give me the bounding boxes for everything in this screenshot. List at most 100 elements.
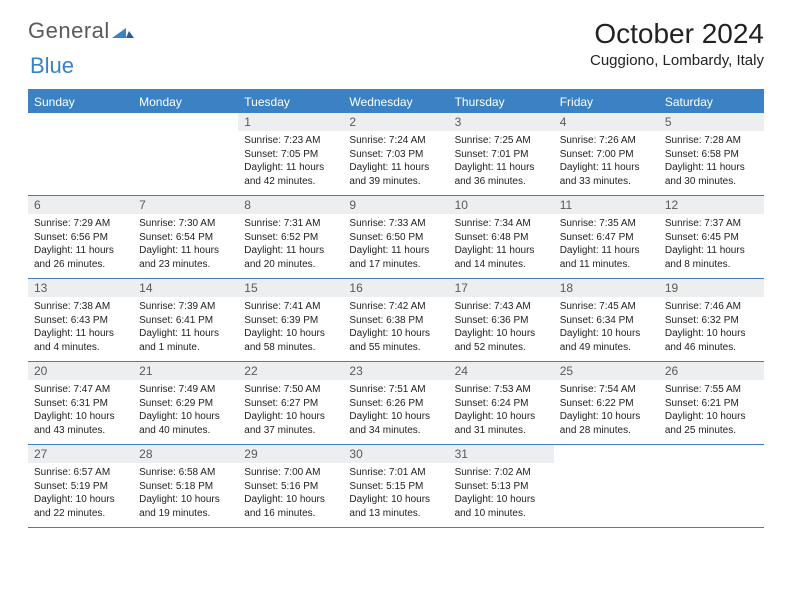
day-number: 1	[238, 113, 343, 131]
day-cell: 24Sunrise: 7:53 AMSunset: 6:24 PMDayligh…	[449, 362, 554, 444]
sunset-text: Sunset: 7:00 PM	[560, 148, 653, 162]
daylight-text: Daylight: 10 hours and 22 minutes.	[34, 493, 127, 520]
sunset-text: Sunset: 6:47 PM	[560, 231, 653, 245]
day-number: 14	[133, 279, 238, 297]
day-details: Sunrise: 7:28 AMSunset: 6:58 PMDaylight:…	[659, 131, 764, 194]
day-number: 21	[133, 362, 238, 380]
day-details: Sunrise: 7:54 AMSunset: 6:22 PMDaylight:…	[554, 380, 659, 443]
day-number	[659, 445, 764, 449]
daylight-text: Daylight: 11 hours and 42 minutes.	[244, 161, 337, 188]
sunrise-text: Sunrise: 7:51 AM	[349, 383, 442, 397]
location-label: Cuggiono, Lombardy, Italy	[590, 52, 764, 69]
sunset-text: Sunset: 6:36 PM	[455, 314, 548, 328]
sunset-text: Sunset: 6:41 PM	[139, 314, 232, 328]
daylight-text: Daylight: 11 hours and 14 minutes.	[455, 244, 548, 271]
daylight-text: Daylight: 10 hours and 19 minutes.	[139, 493, 232, 520]
day-number: 30	[343, 445, 448, 463]
day-details: Sunrise: 7:41 AMSunset: 6:39 PMDaylight:…	[238, 297, 343, 360]
sunrise-text: Sunrise: 7:54 AM	[560, 383, 653, 397]
day-number: 2	[343, 113, 448, 131]
brand-part2: Blue	[30, 53, 74, 78]
day-cell: 25Sunrise: 7:54 AMSunset: 6:22 PMDayligh…	[554, 362, 659, 444]
daylight-text: Daylight: 11 hours and 26 minutes.	[34, 244, 127, 271]
day-cell: 8Sunrise: 7:31 AMSunset: 6:52 PMDaylight…	[238, 196, 343, 278]
day-details: Sunrise: 7:25 AMSunset: 7:01 PMDaylight:…	[449, 131, 554, 194]
month-title: October 2024	[590, 18, 764, 50]
day-number: 27	[28, 445, 133, 463]
daylight-text: Daylight: 10 hours and 37 minutes.	[244, 410, 337, 437]
daylight-text: Daylight: 10 hours and 34 minutes.	[349, 410, 442, 437]
day-cell	[133, 113, 238, 195]
day-details: Sunrise: 7:38 AMSunset: 6:43 PMDaylight:…	[28, 297, 133, 360]
weekday-header: Saturday	[659, 91, 764, 113]
calendar-table: Sunday Monday Tuesday Wednesday Thursday…	[28, 89, 764, 528]
sunrise-text: Sunrise: 7:55 AM	[665, 383, 758, 397]
day-number: 8	[238, 196, 343, 214]
brand-mark-icon	[112, 18, 134, 44]
day-cell: 29Sunrise: 7:00 AMSunset: 5:16 PMDayligh…	[238, 445, 343, 527]
day-details: Sunrise: 7:53 AMSunset: 6:24 PMDaylight:…	[449, 380, 554, 443]
sunrise-text: Sunrise: 7:53 AM	[455, 383, 548, 397]
day-details: Sunrise: 7:34 AMSunset: 6:48 PMDaylight:…	[449, 214, 554, 277]
sunset-text: Sunset: 7:01 PM	[455, 148, 548, 162]
sunrise-text: Sunrise: 6:57 AM	[34, 466, 127, 480]
sunrise-text: Sunrise: 7:25 AM	[455, 134, 548, 148]
day-details: Sunrise: 7:02 AMSunset: 5:13 PMDaylight:…	[449, 463, 554, 526]
daylight-text: Daylight: 11 hours and 39 minutes.	[349, 161, 442, 188]
day-details: Sunrise: 7:50 AMSunset: 6:27 PMDaylight:…	[238, 380, 343, 443]
day-cell	[659, 445, 764, 527]
sunset-text: Sunset: 5:13 PM	[455, 480, 548, 494]
weekday-header: Sunday	[28, 91, 133, 113]
day-details: Sunrise: 7:43 AMSunset: 6:36 PMDaylight:…	[449, 297, 554, 360]
day-cell: 10Sunrise: 7:34 AMSunset: 6:48 PMDayligh…	[449, 196, 554, 278]
day-cell: 20Sunrise: 7:47 AMSunset: 6:31 PMDayligh…	[28, 362, 133, 444]
day-cell	[554, 445, 659, 527]
daylight-text: Daylight: 11 hours and 33 minutes.	[560, 161, 653, 188]
day-number: 19	[659, 279, 764, 297]
day-number: 16	[343, 279, 448, 297]
day-details: Sunrise: 7:29 AMSunset: 6:56 PMDaylight:…	[28, 214, 133, 277]
sunrise-text: Sunrise: 7:29 AM	[34, 217, 127, 231]
sunrise-text: Sunrise: 7:37 AM	[665, 217, 758, 231]
sunrise-text: Sunrise: 7:45 AM	[560, 300, 653, 314]
daylight-text: Daylight: 10 hours and 16 minutes.	[244, 493, 337, 520]
daylight-text: Daylight: 11 hours and 36 minutes.	[455, 161, 548, 188]
daylight-text: Daylight: 11 hours and 8 minutes.	[665, 244, 758, 271]
day-number: 3	[449, 113, 554, 131]
week-row: 20Sunrise: 7:47 AMSunset: 6:31 PMDayligh…	[28, 362, 764, 445]
week-row: 27Sunrise: 6:57 AMSunset: 5:19 PMDayligh…	[28, 445, 764, 528]
day-cell: 12Sunrise: 7:37 AMSunset: 6:45 PMDayligh…	[659, 196, 764, 278]
day-number: 5	[659, 113, 764, 131]
sunrise-text: Sunrise: 6:58 AM	[139, 466, 232, 480]
sunset-text: Sunset: 6:24 PM	[455, 397, 548, 411]
day-number	[554, 445, 659, 449]
sunset-text: Sunset: 6:31 PM	[34, 397, 127, 411]
day-number: 4	[554, 113, 659, 131]
sunset-text: Sunset: 6:32 PM	[665, 314, 758, 328]
sunset-text: Sunset: 7:03 PM	[349, 148, 442, 162]
day-cell: 5Sunrise: 7:28 AMSunset: 6:58 PMDaylight…	[659, 113, 764, 195]
day-details: Sunrise: 7:26 AMSunset: 7:00 PMDaylight:…	[554, 131, 659, 194]
day-details: Sunrise: 6:58 AMSunset: 5:18 PMDaylight:…	[133, 463, 238, 526]
sunrise-text: Sunrise: 7:35 AM	[560, 217, 653, 231]
day-cell: 15Sunrise: 7:41 AMSunset: 6:39 PMDayligh…	[238, 279, 343, 361]
day-details: Sunrise: 7:45 AMSunset: 6:34 PMDaylight:…	[554, 297, 659, 360]
day-number	[28, 113, 133, 117]
sunset-text: Sunset: 5:15 PM	[349, 480, 442, 494]
daylight-text: Daylight: 10 hours and 28 minutes.	[560, 410, 653, 437]
day-details: Sunrise: 6:57 AMSunset: 5:19 PMDaylight:…	[28, 463, 133, 526]
week-row: 13Sunrise: 7:38 AMSunset: 6:43 PMDayligh…	[28, 279, 764, 362]
day-details: Sunrise: 7:37 AMSunset: 6:45 PMDaylight:…	[659, 214, 764, 277]
sunset-text: Sunset: 6:50 PM	[349, 231, 442, 245]
title-block: October 2024 Cuggiono, Lombardy, Italy	[590, 18, 764, 69]
day-number: 31	[449, 445, 554, 463]
sunrise-text: Sunrise: 7:41 AM	[244, 300, 337, 314]
day-cell: 13Sunrise: 7:38 AMSunset: 6:43 PMDayligh…	[28, 279, 133, 361]
day-cell: 27Sunrise: 6:57 AMSunset: 5:19 PMDayligh…	[28, 445, 133, 527]
day-number: 13	[28, 279, 133, 297]
daylight-text: Daylight: 10 hours and 40 minutes.	[139, 410, 232, 437]
sunset-text: Sunset: 6:38 PM	[349, 314, 442, 328]
day-details: Sunrise: 7:51 AMSunset: 6:26 PMDaylight:…	[343, 380, 448, 443]
daylight-text: Daylight: 10 hours and 31 minutes.	[455, 410, 548, 437]
day-cell: 19Sunrise: 7:46 AMSunset: 6:32 PMDayligh…	[659, 279, 764, 361]
